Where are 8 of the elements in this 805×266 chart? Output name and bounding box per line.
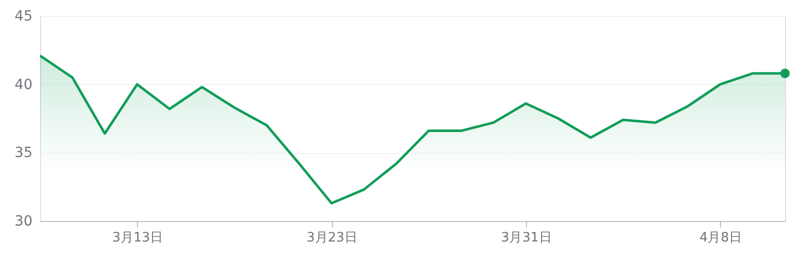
x-tick-label: 4月8日 [699, 230, 742, 246]
y-tick-label: 40 [14, 76, 32, 93]
y-tick-label: 30 [14, 214, 32, 230]
y-tick-label: 35 [14, 145, 32, 162]
x-tick-label: 3月13日 [112, 230, 164, 246]
y-tick-label: 45 [14, 8, 32, 24]
x-tick-label: 3月23日 [306, 230, 358, 246]
x-tick-label: 3月31日 [500, 230, 552, 246]
